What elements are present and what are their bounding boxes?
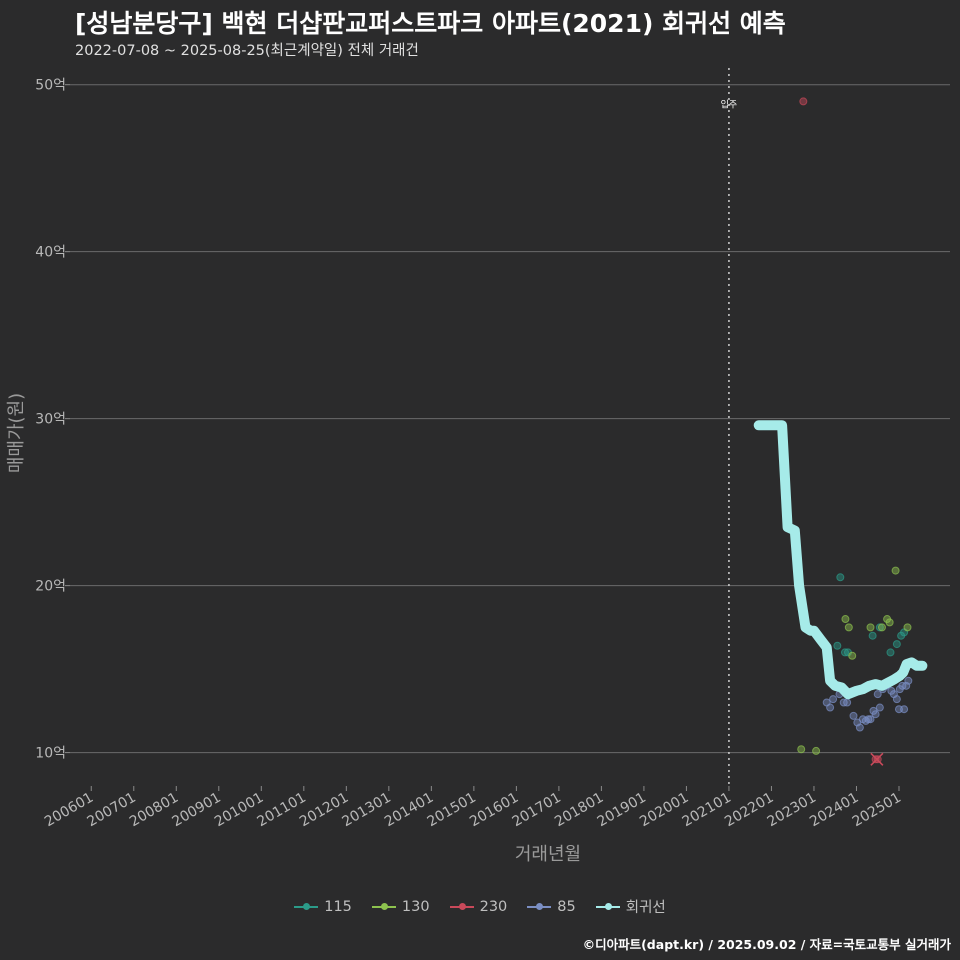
outlier-marker	[870, 752, 884, 766]
point-85	[843, 698, 852, 707]
point-130	[891, 566, 900, 575]
x-tick-label: 202501	[850, 790, 904, 831]
legend-item: 130	[371, 896, 430, 917]
point-85	[829, 695, 838, 704]
point-85	[873, 690, 882, 699]
legend-item: 230	[449, 896, 508, 917]
point-130	[841, 615, 850, 624]
legend-key-point	[380, 902, 388, 910]
point-115	[840, 648, 849, 657]
point-85	[900, 705, 909, 714]
point-85	[875, 703, 884, 712]
legend-item: 115	[294, 896, 352, 917]
legend-label: 230	[479, 898, 508, 915]
y-tick-label: 30억	[35, 412, 66, 428]
point-230	[871, 755, 880, 764]
legend-label: 130	[401, 898, 430, 915]
legend: 115 130 230 85 회귀선	[0, 896, 960, 917]
point-130	[903, 623, 912, 632]
legend-label: 회귀선	[625, 900, 666, 916]
move-in-label: 입주	[721, 99, 738, 111]
point-130	[812, 746, 821, 755]
legend-key	[595, 897, 620, 917]
y-tick-label: 40억	[35, 245, 66, 261]
chart-title: [성남분당구] 백현 더샵판교퍼스트파크 아파트(2021) 회귀선 예측	[75, 9, 786, 38]
point-85	[904, 676, 913, 685]
legend-key-point	[303, 902, 311, 910]
point-230	[799, 97, 808, 106]
legend-item: 85	[527, 896, 576, 917]
y-axis-title: 매매가(원)	[6, 393, 27, 473]
point-85	[855, 723, 864, 732]
y-tick-label: 20억	[35, 579, 66, 595]
point-115	[886, 648, 895, 657]
point-115	[892, 640, 901, 649]
point-85	[892, 695, 901, 704]
legend-key	[449, 897, 474, 917]
y-tick-label: 10억	[35, 746, 66, 762]
point-115	[875, 623, 884, 632]
x-axis-title: 거래년월	[515, 844, 581, 865]
point-115	[833, 641, 842, 650]
regression-line	[753, 420, 928, 700]
point-130	[844, 623, 853, 632]
point-130	[866, 623, 875, 632]
point-130	[848, 651, 857, 660]
legend-label: 85	[557, 898, 576, 915]
point-85	[826, 703, 835, 712]
point-85	[849, 711, 858, 720]
point-115	[868, 631, 877, 640]
source-caption: ©디아파트(dapt.kr) / 2025.09.02 / 자료=국토교통부 실…	[582, 937, 951, 952]
legend-key	[294, 897, 319, 917]
point-130	[885, 618, 894, 627]
point-85	[871, 710, 880, 719]
legend-key-point	[536, 902, 544, 910]
point-85	[864, 715, 873, 724]
legend-key	[371, 897, 396, 917]
legend-key-point	[604, 902, 612, 910]
point-130	[797, 745, 806, 754]
legend-item: 회귀선	[595, 896, 666, 917]
point-130	[877, 623, 886, 632]
point-115	[836, 573, 845, 582]
legend-key-point	[458, 902, 466, 910]
chart-subtitle: 2022-07-08 ~ 2025-08-25(최근계약일) 전체 거래건	[75, 43, 419, 59]
legend-key	[527, 897, 552, 917]
point-85	[866, 715, 875, 724]
legend-label: 115	[324, 898, 352, 915]
y-tick-label: 50억	[35, 78, 66, 94]
